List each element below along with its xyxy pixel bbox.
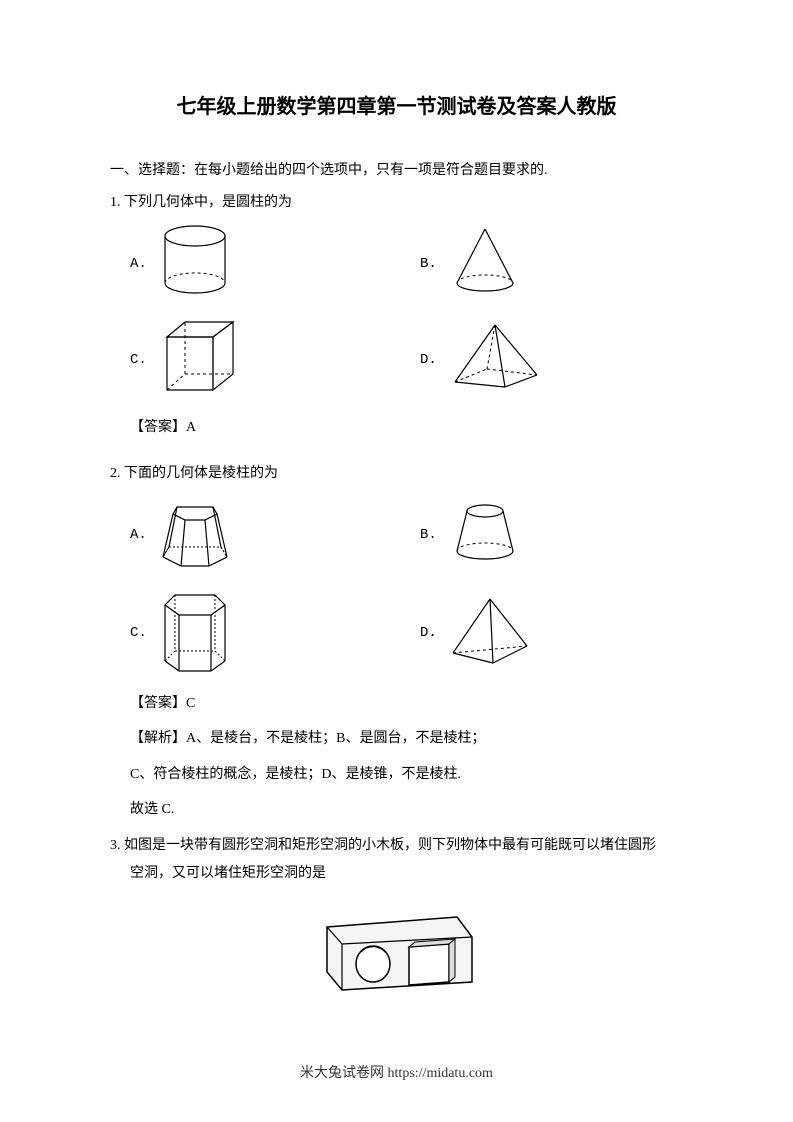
q2-analysis-3: 故选 C. [130,797,683,822]
q2-row-2: C. D. [110,583,683,683]
q3-text-line-2: 空洞，又可以堵住矩形空洞的是 [110,860,683,888]
option-label: C. [130,352,147,368]
q1-option-c: C. [130,312,420,407]
option-label: B. [420,256,437,272]
wood-block-icon [317,902,477,992]
section-header: 一、选择题：在每小题给出的四个选项中，只有一项是符合题目要求的. [110,159,683,179]
q2-analysis-2: C、符合棱柱的概念，是棱柱；D、是棱锥，不是棱柱. [130,762,683,787]
question-3: 3. 如图是一块带有圆形空洞和矩形空洞的小木板，则下列物体中最有可能既可以堵住圆… [110,832,683,997]
q1-option-b: B. [420,221,525,306]
q2-analysis-1: 【解析】A、是棱台，不是棱柱；B、是圆台，不是棱柱； [130,726,683,751]
q1-option-a: A. [130,221,420,306]
cylinder-icon [155,221,235,306]
option-label: A. [130,527,147,543]
frustum-prism-icon [155,492,235,577]
q3-figure [110,902,683,997]
page-footer: 米大兔试卷网 https://midatu.com [0,1062,793,1082]
cone-icon [445,221,525,306]
option-label: A. [130,256,147,272]
q1-answer: 【答案】A [110,415,683,440]
q2-answer-block: 【答案】C 【解析】A、是棱台，不是棱柱；B、是圆台，不是棱柱； C、符合棱柱的… [110,691,683,822]
q1-row-1: A. B. [110,221,683,306]
tetrahedron-icon [445,591,535,676]
option-label: D. [420,625,437,641]
q2-option-d: D. [420,591,535,676]
pyramid-icon [445,317,545,402]
hexagonal-prism-icon [155,583,235,683]
q2-option-b: B. [420,497,525,572]
q2-answer: 【答案】C [130,691,683,716]
option-label: B. [420,527,437,543]
option-label: C. [130,625,147,641]
frustum-cone-icon [445,497,525,572]
page-title: 七年级上册数学第四章第一节测试卷及答案人教版 [110,90,683,119]
q1-option-d: D. [420,317,545,402]
answer-text: 【答案】A [130,415,683,440]
cube-icon [155,312,245,407]
q2-option-c: C. [130,583,420,683]
q2-row-1: A. [110,492,683,577]
q1-row-2: C. D. [110,312,683,407]
q1-text: 1. 下列几何体中，是圆柱的为 [110,191,683,211]
q2-text: 2. 下面的几何体是棱柱的为 [110,462,683,482]
question-2: 2. 下面的几何体是棱柱的为 A. [110,462,683,822]
option-label: D. [420,352,437,368]
q2-option-a: A. [130,492,420,577]
question-1: 1. 下列几何体中，是圆柱的为 A. B. [110,191,683,440]
q3-text-line-1: 3. 如图是一块带有圆形空洞和矩形空洞的小木板，则下列物体中最有可能既可以堵住圆… [110,832,683,860]
